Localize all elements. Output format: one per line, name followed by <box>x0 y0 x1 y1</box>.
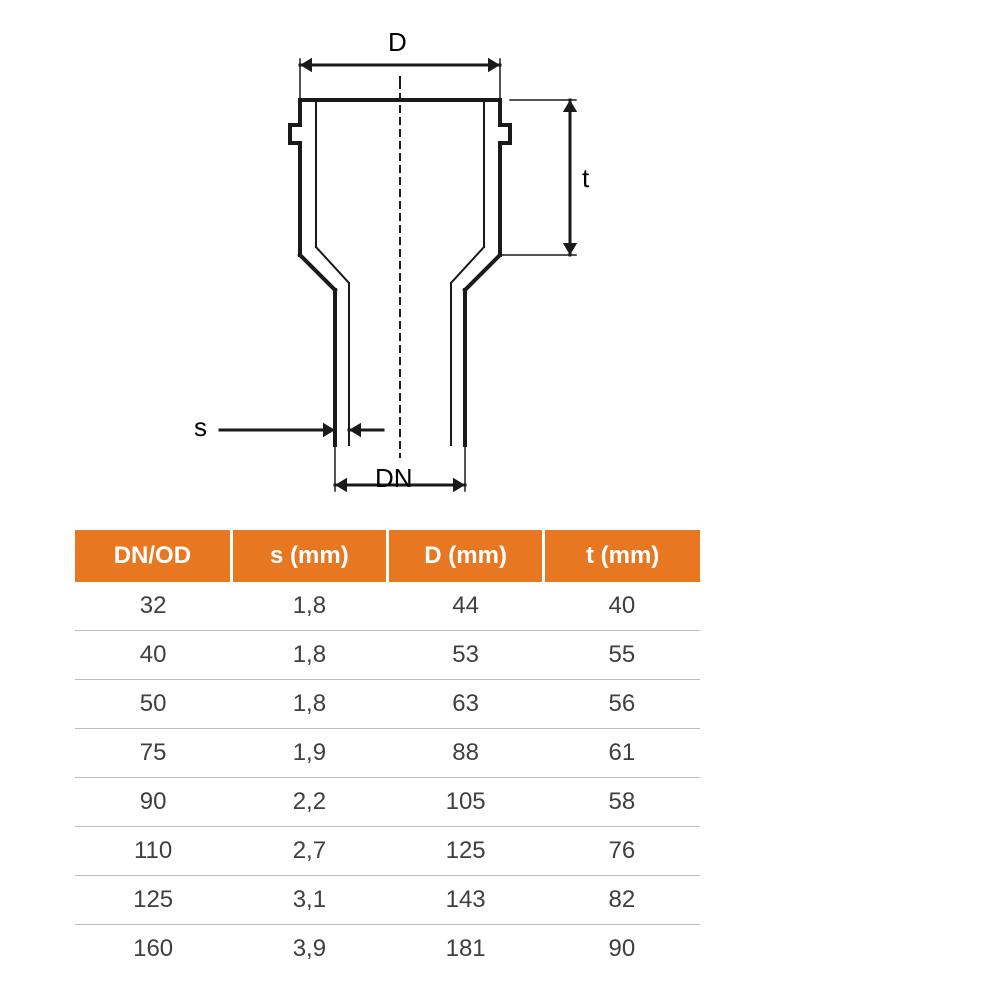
table-header-cell: D (mm) <box>388 530 544 582</box>
table-cell: 90 <box>544 925 700 974</box>
table-cell: 44 <box>388 582 544 631</box>
table-cell: 75 <box>75 729 231 778</box>
label-t: t <box>582 163 589 194</box>
pipe-diagram: D t s DN <box>200 25 700 505</box>
table-cell: 53 <box>388 631 544 680</box>
table-cell: 143 <box>388 876 544 925</box>
table-row: 1603,918190 <box>75 925 700 974</box>
table-cell: 55 <box>544 631 700 680</box>
label-DN: DN <box>375 463 413 494</box>
table-cell: 1,8 <box>231 631 387 680</box>
table-cell: 56 <box>544 680 700 729</box>
table-cell: 110 <box>75 827 231 876</box>
spec-table-container: DN/ODs (mm)D (mm)t (mm) 321,84440401,853… <box>75 530 700 973</box>
table-cell: 58 <box>544 778 700 827</box>
table-cell: 3,9 <box>231 925 387 974</box>
table-cell: 61 <box>544 729 700 778</box>
table-cell: 125 <box>75 876 231 925</box>
table-header-row: DN/ODs (mm)D (mm)t (mm) <box>75 530 700 582</box>
table-header-cell: DN/OD <box>75 530 231 582</box>
table-cell: 63 <box>388 680 544 729</box>
table-row: 902,210558 <box>75 778 700 827</box>
table-cell: 2,7 <box>231 827 387 876</box>
label-s: s <box>194 412 207 443</box>
table-cell: 40 <box>75 631 231 680</box>
table-cell: 1,8 <box>231 680 387 729</box>
table-cell: 2,2 <box>231 778 387 827</box>
table-cell: 82 <box>544 876 700 925</box>
pipe-svg <box>200 25 700 505</box>
table-header-cell: t (mm) <box>544 530 700 582</box>
table-cell: 181 <box>388 925 544 974</box>
table-cell: 90 <box>75 778 231 827</box>
table-cell: 40 <box>544 582 700 631</box>
table-row: 1102,712576 <box>75 827 700 876</box>
table-body: 321,84440401,85355501,86356751,98861902,… <box>75 582 700 973</box>
table-cell: 1,9 <box>231 729 387 778</box>
label-D: D <box>388 27 407 58</box>
table-cell: 88 <box>388 729 544 778</box>
table-cell: 125 <box>388 827 544 876</box>
table-row: 751,98861 <box>75 729 700 778</box>
table-cell: 50 <box>75 680 231 729</box>
table-cell: 32 <box>75 582 231 631</box>
table-row: 501,86356 <box>75 680 700 729</box>
spec-table: DN/ODs (mm)D (mm)t (mm) 321,84440401,853… <box>75 530 700 973</box>
table-cell: 1,8 <box>231 582 387 631</box>
table-row: 321,84440 <box>75 582 700 631</box>
table-cell: 76 <box>544 827 700 876</box>
table-row: 401,85355 <box>75 631 700 680</box>
table-header-cell: s (mm) <box>231 530 387 582</box>
table-cell: 160 <box>75 925 231 974</box>
table-row: 1253,114382 <box>75 876 700 925</box>
table-cell: 105 <box>388 778 544 827</box>
table-cell: 3,1 <box>231 876 387 925</box>
